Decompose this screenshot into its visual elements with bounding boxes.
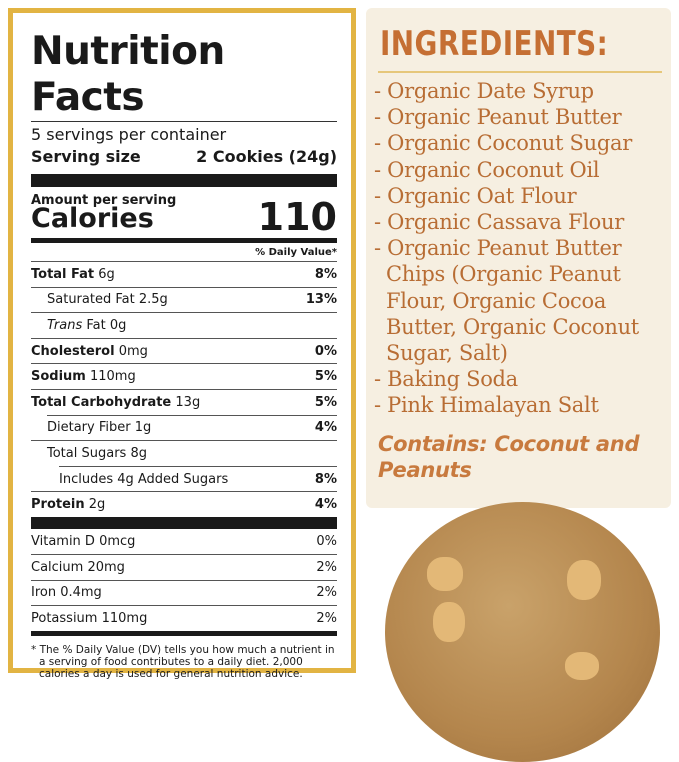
footnote: * The % Daily Value (DV) tells you how m…	[31, 643, 335, 680]
nutrient-amount: Fat 0g	[82, 317, 127, 333]
nutrient-list: Total Fat 6g 8% Saturated Fat 2.5g 13% Trans…	[31, 261, 337, 517]
nutrient-bold: Total Carbohydrate	[31, 394, 172, 410]
nutrient-row: Sodium 110mg 5%	[31, 363, 337, 389]
serving-size-label: Serving size	[31, 147, 141, 166]
cookie-image	[385, 502, 660, 762]
amount-per-serving: Amount per serving	[31, 193, 177, 208]
vitamin-percent: 2%	[316, 610, 337, 626]
nutrient-percent: 4%	[314, 420, 337, 436]
nutrient-name: Trans Fat 0g	[31, 318, 126, 333]
nutrient-percent: 5%	[314, 369, 337, 385]
nutrient-row: Dietary Fiber 1g 4%	[47, 414, 337, 441]
divider	[31, 121, 337, 122]
vitamin-name: Calcium 20mg	[31, 560, 125, 576]
nutrient-percent: 4%	[314, 497, 337, 513]
allergen-statement: Contains: Coconut and Peanuts	[378, 432, 640, 482]
nutrient-amount: 13g	[171, 394, 201, 410]
nutrition-facts-label: Nutrition Facts 5 servings per container…	[8, 8, 356, 680]
nutrient-bold: Cholesterol	[31, 343, 115, 359]
ingredient-item: - Pink Himalayan Salt	[374, 393, 599, 418]
nutrient-name: Dietary Fiber 1g	[47, 420, 151, 435]
thick-divider	[31, 174, 337, 187]
calories-label: Calories	[31, 203, 154, 234]
nutrient-amount: Saturated Fat 2.5g	[47, 292, 168, 308]
nutrient-bold: Total Fat	[31, 266, 95, 282]
vitamin-row: Iron 0.4mg 2%	[31, 579, 337, 605]
nutrient-amount: 6g	[94, 266, 115, 282]
ingredients-title: INGREDIENTS:	[380, 24, 609, 64]
ingredients-panel: INGREDIENTS: - Organic Date Syrup - Organ…	[366, 8, 671, 508]
peanut-butter-chip	[565, 652, 599, 680]
vitamin-list: Vitamin D 0mcg 0% Calcium 20mg 2% Iron 0.4mg…	[31, 529, 337, 631]
ingredient-item: - Organic Date Syrup	[374, 79, 594, 103]
calories-value: 110	[257, 195, 337, 239]
nutrient-percent: 8%	[314, 266, 337, 282]
nutrient-amount: 2g	[84, 497, 106, 513]
ingredient-item: - Organic Cassava Flour	[374, 210, 624, 235]
serving-size-value: 2 Cookies (24g)	[196, 147, 337, 166]
nutrient-row: Protein 2g 4%	[31, 491, 337, 517]
title-underline	[378, 71, 662, 73]
nutrient-row: Total Fat 6g 8%	[31, 261, 337, 287]
nutrient-row: Trans Fat 0g	[31, 312, 337, 338]
nutrient-bold: Protein	[31, 497, 85, 513]
nutrient-amount: Dietary Fiber 1g	[47, 420, 152, 436]
nutrient-bold: Sodium	[31, 369, 86, 385]
ingredient-item: - Organic Peanut Butter	[374, 105, 622, 130]
nutrient-percent: 0%	[314, 343, 337, 359]
thick-divider	[31, 516, 337, 529]
peanut-butter-chip	[427, 557, 463, 591]
ingredient-item: - Organic Coconut Oil	[374, 157, 600, 182]
serving-size: Serving size 2 Cookies (24g)	[31, 146, 337, 168]
vitamin-row: Calcium 20mg 2%	[31, 554, 337, 579]
ingredient-item: - Organic Peanut Butter Chips (Organic P…	[374, 236, 639, 366]
peanut-butter-chip	[567, 560, 601, 600]
medium-divider	[31, 238, 337, 243]
nutrient-percent: 8%	[314, 471, 337, 487]
vitamin-name: Iron 0.4mg	[31, 585, 102, 601]
nutrient-amount: Total Sugars 8g	[47, 445, 147, 461]
nutrient-name: Saturated Fat 2.5g	[31, 292, 168, 307]
vitamin-name: Potassium 110mg	[31, 610, 148, 626]
medium-divider	[31, 630, 337, 636]
ingredients-list: - Organic Date Syrup - Organic Peanut But…	[374, 78, 671, 419]
nutrient-amount: 0mg	[114, 343, 148, 359]
nutrient-name: Total Fat 6g	[31, 267, 115, 282]
nutrient-name: Total Sugars 8g	[31, 446, 147, 461]
ingredient-item: - Baking Soda	[374, 367, 518, 392]
peanut-butter-chip	[433, 602, 465, 642]
nutrient-name: Sodium 110mg	[31, 369, 136, 384]
nutrient-italic: Trans	[47, 317, 83, 333]
nutrient-row: Includes 4g Added Sugars 8%	[59, 465, 337, 492]
nutrient-percent: 5%	[314, 394, 337, 410]
vitamin-percent: 2%	[316, 585, 337, 601]
nutrient-name: Total Carbohydrate 13g	[31, 395, 200, 410]
vitamin-row: Potassium 110mg 2%	[31, 605, 337, 630]
label-title: Nutrition Facts	[31, 29, 225, 120]
vitamin-percent: 0%	[316, 534, 337, 550]
nutrient-name: Cholesterol 0mg	[31, 344, 148, 359]
nutrient-row: Cholesterol 0mg 0%	[31, 337, 337, 364]
calories-row: Calories 110	[31, 198, 337, 236]
vitamin-row: Vitamin D 0mcg 0%	[31, 529, 337, 554]
nutrient-row: Saturated Fat 2.5g 13%	[31, 286, 337, 313]
nutrient-name: Protein 2g	[31, 497, 105, 512]
vitamin-percent: 2%	[316, 560, 337, 576]
servings-per-container: 5 servings per container	[31, 125, 227, 144]
nutrient-row: Total Carbohydrate 13g 5%	[31, 388, 337, 415]
ingredient-item: - Organic Oat Flour	[374, 183, 577, 208]
vitamin-name: Vitamin D 0mcg	[31, 534, 136, 550]
nutrient-amount: Includes 4g Added Sugars	[59, 471, 229, 487]
daily-value-header: % Daily Value*	[255, 247, 337, 258]
nutrient-amount: 110mg	[85, 369, 136, 385]
nutrient-row: Total Sugars 8g	[31, 440, 337, 466]
nutrient-name: Includes 4g Added Sugars	[59, 472, 228, 487]
ingredient-item: - Organic Coconut Sugar	[374, 131, 632, 156]
nutrient-percent: 13%	[305, 292, 337, 308]
